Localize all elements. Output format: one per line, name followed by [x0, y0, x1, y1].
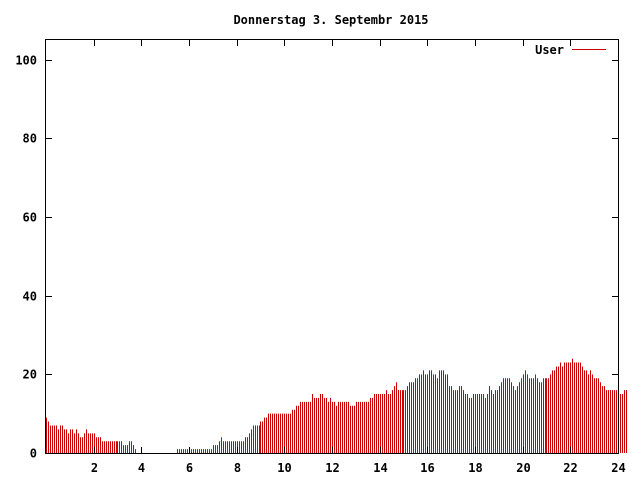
x-axis: 2 4 6 8 10 12 14 16 18 20 22 24 — [91, 40, 626, 475]
y-tick-label: 20 — [23, 368, 37, 382]
x-tick-label: 24 — [611, 461, 625, 475]
x-tick-label: 10 — [277, 461, 291, 475]
x-tick-label: 12 — [325, 461, 339, 475]
y-tick-label: 40 — [23, 290, 37, 304]
x-tick-label: 22 — [563, 461, 577, 475]
y-axis: 0 20 40 60 80 100 — [15, 54, 618, 461]
x-tick-label: 18 — [468, 461, 482, 475]
plot-frame — [45, 39, 619, 454]
x-tick-label: 4 — [138, 461, 145, 475]
x-tick-label: 8 — [234, 461, 241, 475]
y-tick-label: 0 — [30, 447, 37, 461]
y-tick-label: 80 — [23, 132, 37, 146]
x-tick-label: 6 — [186, 461, 193, 475]
x-tick-label: 20 — [516, 461, 530, 475]
bar-series-user — [46, 358, 627, 453]
y-tick-label: 100 — [15, 54, 37, 68]
x-tick-label: 2 — [91, 461, 98, 475]
legend-label-user: User — [535, 43, 564, 57]
x-tick-label: 16 — [420, 461, 434, 475]
x-tick-label: 14 — [373, 461, 387, 475]
chart-title: Donnerstag 3. Septembr 2015 — [233, 13, 428, 27]
y-tick-label: 60 — [23, 211, 37, 225]
legend: User — [535, 43, 606, 57]
